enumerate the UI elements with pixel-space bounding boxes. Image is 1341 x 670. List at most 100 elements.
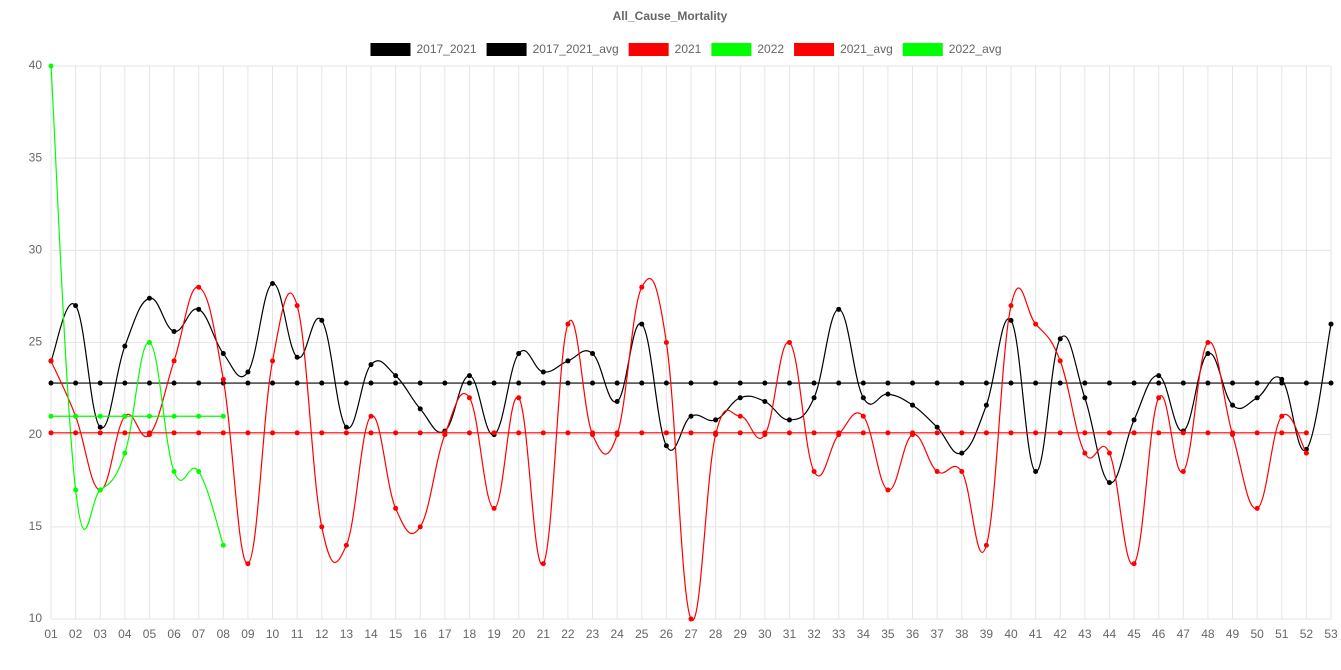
data-point <box>786 340 792 345</box>
x-tick-label: 36 <box>906 627 920 641</box>
data-point <box>245 430 251 436</box>
data-point <box>146 380 152 386</box>
data-point <box>1254 505 1260 511</box>
data-point <box>1008 317 1014 323</box>
x-tick-label: 40 <box>1004 627 1018 641</box>
x-tick-label: 37 <box>930 627 944 641</box>
data-point <box>196 469 202 475</box>
data-point <box>713 417 719 423</box>
data-point <box>811 469 817 475</box>
data-point <box>491 505 497 511</box>
data-point <box>762 430 768 436</box>
data-point <box>146 430 152 436</box>
x-tick-label: 20 <box>512 627 526 641</box>
x-tick-label: 39 <box>980 627 994 641</box>
data-point <box>1279 413 1285 419</box>
data-point <box>663 430 669 436</box>
data-point <box>1082 395 1088 401</box>
chart-title: All_Cause_Mortality <box>613 9 728 23</box>
data-point <box>786 380 792 386</box>
data-point <box>491 380 497 386</box>
data-point <box>1180 469 1186 475</box>
x-tick-label: 22 <box>561 627 575 641</box>
data-point <box>516 380 522 386</box>
x-tick-label: 26 <box>660 627 674 641</box>
x-tick-label: 38 <box>955 627 969 641</box>
data-point <box>934 380 940 386</box>
data-point <box>122 380 128 386</box>
data-point <box>786 430 792 436</box>
data-point <box>614 380 620 386</box>
data-point <box>590 380 596 386</box>
data-point <box>540 561 546 567</box>
y-tick-label: 10 <box>29 611 43 625</box>
x-tick-label: 06 <box>167 627 181 641</box>
data-point <box>368 430 374 436</box>
data-point <box>639 430 645 436</box>
data-point <box>1180 380 1186 386</box>
y-tick-label: 15 <box>29 519 43 533</box>
data-point <box>1156 395 1162 401</box>
data-point <box>885 487 891 493</box>
legend-swatch <box>794 43 835 56</box>
data-point <box>466 380 472 386</box>
data-point <box>565 358 571 364</box>
x-tick-label: 13 <box>340 627 354 641</box>
data-point <box>1156 380 1162 386</box>
data-point <box>393 430 399 436</box>
data-point <box>516 351 522 357</box>
data-point <box>343 380 349 386</box>
data-point <box>1008 430 1014 436</box>
data-point <box>1033 380 1039 386</box>
data-point <box>319 317 325 323</box>
data-point <box>48 430 54 436</box>
data-point <box>934 469 940 475</box>
y-tick-label: 25 <box>29 335 43 349</box>
data-point <box>343 424 349 430</box>
data-point <box>196 284 202 290</box>
data-point <box>516 395 522 401</box>
data-point <box>48 358 54 364</box>
data-point <box>737 413 743 419</box>
data-point <box>1205 351 1211 357</box>
x-tick-label: 43 <box>1078 627 1092 641</box>
x-tick-label: 01 <box>44 627 58 641</box>
data-point <box>1205 380 1211 386</box>
data-point <box>1205 340 1211 345</box>
data-point <box>860 430 866 436</box>
x-tick-label: 41 <box>1029 627 1043 641</box>
data-point <box>959 380 965 386</box>
data-point <box>836 380 842 386</box>
x-tick-label: 45 <box>1127 627 1141 641</box>
data-point <box>1254 395 1260 401</box>
data-point <box>270 430 276 436</box>
data-point <box>762 380 768 386</box>
x-tick-label: 34 <box>857 627 871 641</box>
x-tick-label: 33 <box>832 627 846 641</box>
data-point <box>368 413 374 419</box>
x-tick-label: 07 <box>192 627 206 641</box>
data-point <box>171 380 177 386</box>
data-point <box>1230 380 1236 386</box>
legend-label: 2022 <box>757 42 784 56</box>
data-point <box>146 295 152 301</box>
data-point <box>220 413 226 419</box>
data-point <box>1131 561 1137 567</box>
data-point <box>1082 450 1088 456</box>
data-point <box>836 430 842 436</box>
x-tick-label: 15 <box>389 627 403 641</box>
data-point <box>860 395 866 401</box>
data-point <box>983 380 989 386</box>
data-point <box>220 376 226 382</box>
data-point <box>639 321 645 327</box>
data-point <box>590 430 596 436</box>
data-point <box>663 340 669 345</box>
data-point <box>294 430 300 436</box>
data-point <box>146 340 152 345</box>
legend-label: 2021_avg <box>840 42 893 56</box>
x-tick-label: 48 <box>1201 627 1215 641</box>
data-point <box>1131 430 1137 436</box>
data-point <box>122 430 128 436</box>
x-tick-label: 17 <box>438 627 452 641</box>
data-point <box>1156 430 1162 436</box>
